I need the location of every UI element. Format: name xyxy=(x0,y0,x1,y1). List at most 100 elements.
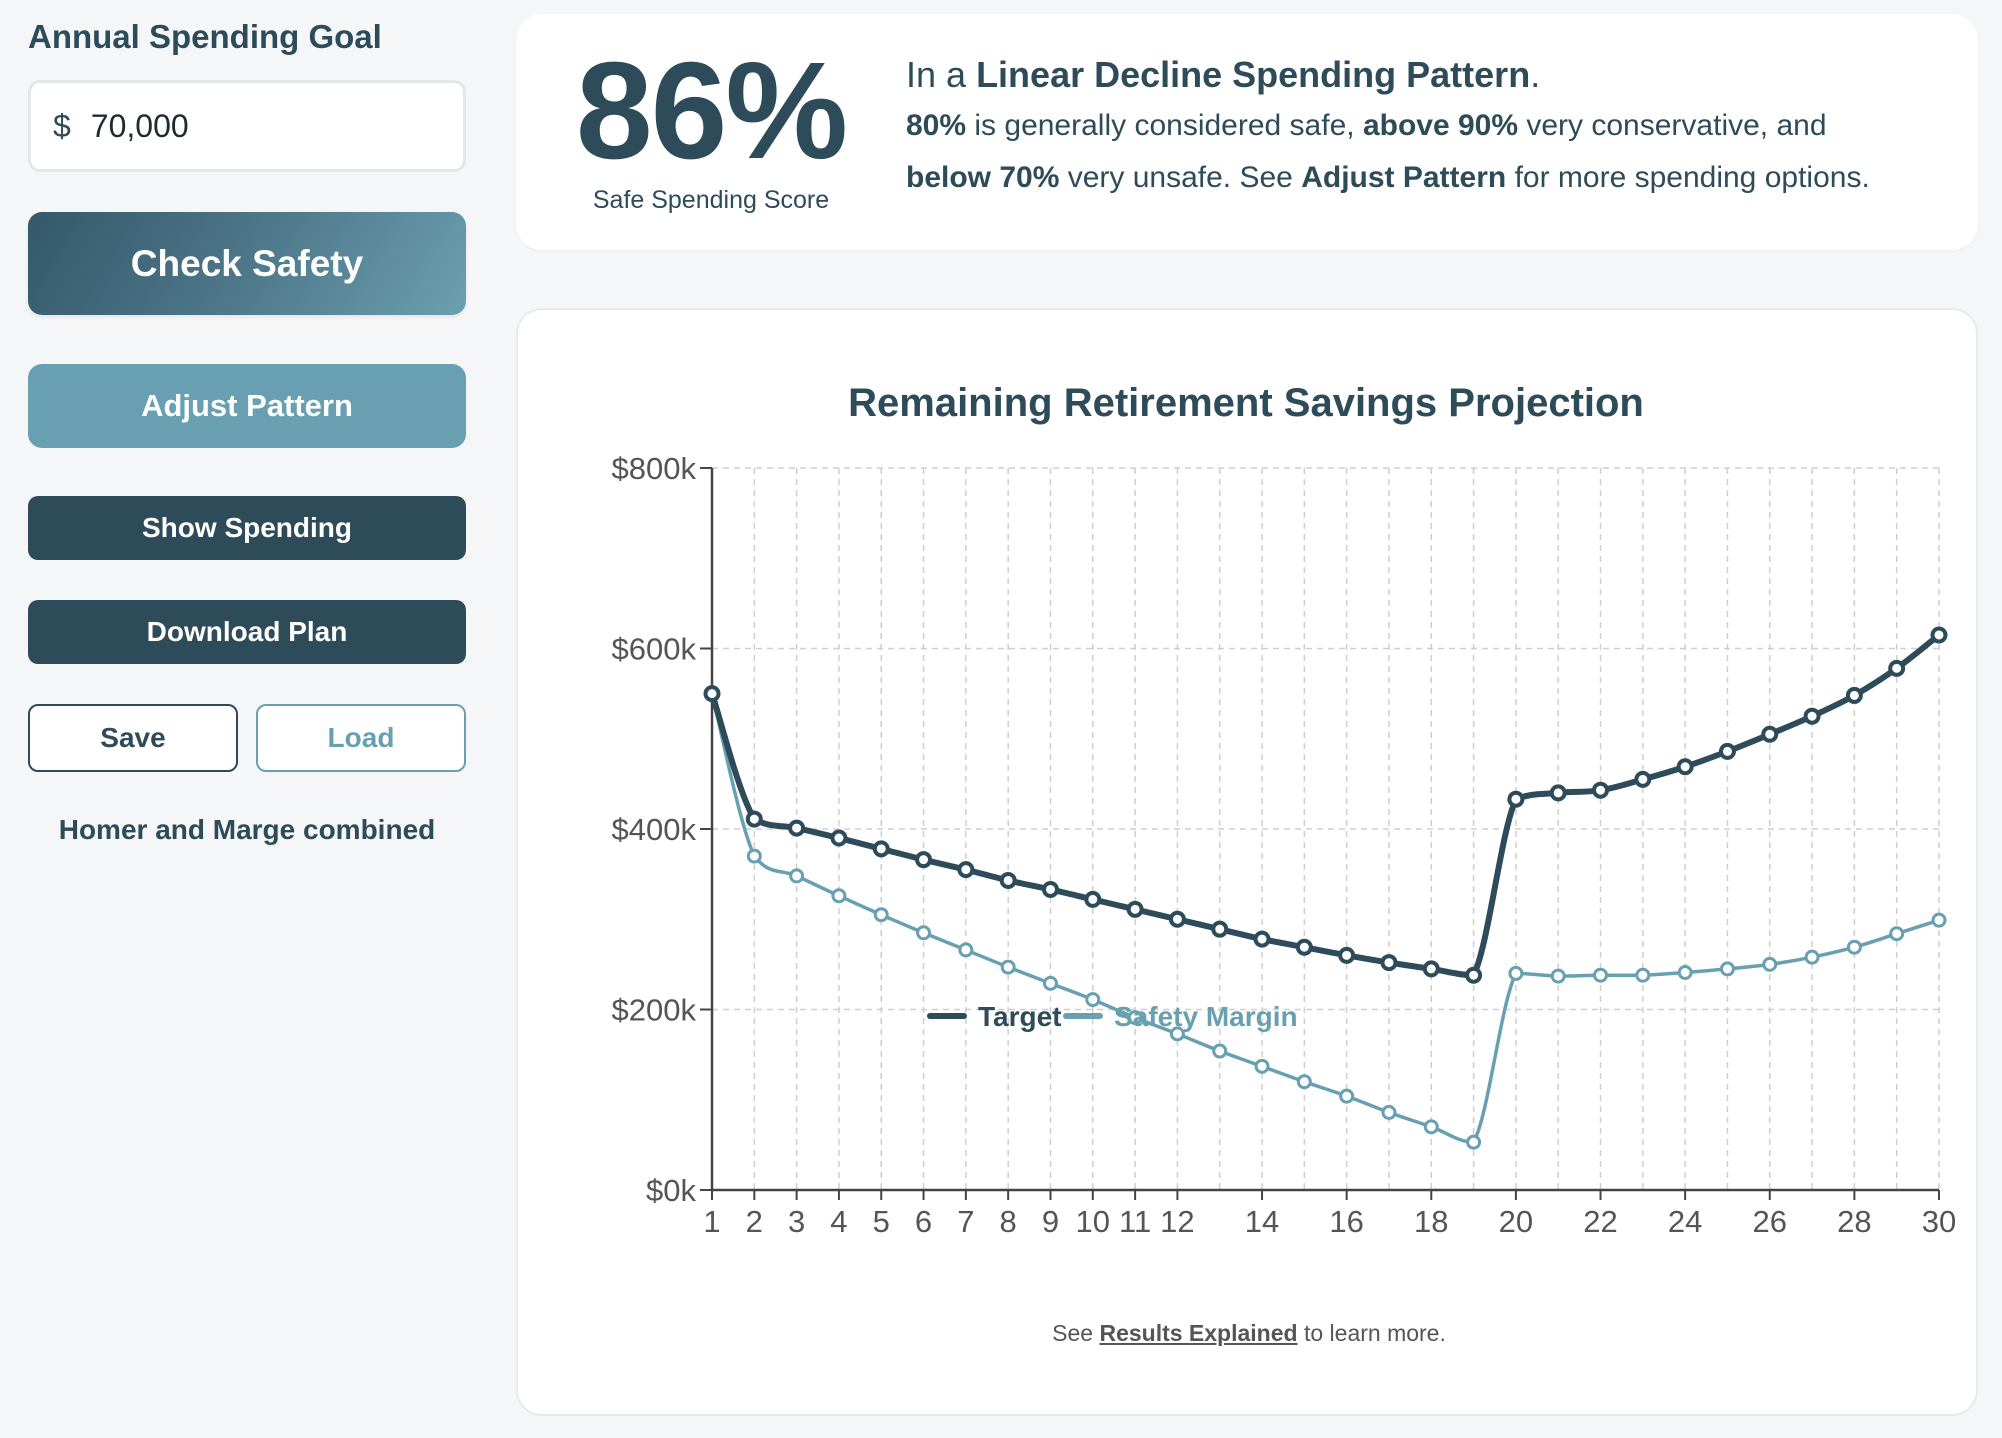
target-point xyxy=(1888,659,1906,677)
x-tick-label: 26 xyxy=(1753,1204,1787,1239)
profile-label: Homer and Marge combined xyxy=(58,814,436,845)
x-tick-label: 11 xyxy=(1119,1204,1151,1239)
safety-margin-point xyxy=(1846,939,1862,955)
target-point xyxy=(999,871,1017,889)
results-footnote: See Results Explained to learn more. xyxy=(518,1320,1980,1347)
safety-margin-point xyxy=(916,925,932,941)
safety-margin-point xyxy=(1042,975,1058,991)
pattern-line: In a Linear Decline Spending Pattern. xyxy=(906,50,1956,100)
footnote-suffix: to learn more. xyxy=(1297,1320,1446,1346)
target-point xyxy=(1676,758,1694,776)
target-point xyxy=(1295,938,1313,956)
target-point xyxy=(1845,686,1863,704)
safety-margin-point xyxy=(1127,1010,1143,1026)
safety-margin-point xyxy=(746,848,762,864)
results-explained-link[interactable]: Results Explained xyxy=(1099,1320,1298,1346)
safety-margin-point xyxy=(1508,965,1524,981)
target-point xyxy=(1507,790,1525,808)
safe-text: is generally considered safe, xyxy=(966,109,1363,142)
goal-label: Annual Spending Goal xyxy=(28,18,382,55)
pattern-name: Linear Decline Spending Pattern xyxy=(976,54,1531,95)
x-tick-label: 16 xyxy=(1329,1204,1363,1239)
show-spending-button[interactable]: Show Spending xyxy=(28,496,466,560)
target-point xyxy=(1592,781,1610,799)
chart-title: Remaining Retirement Savings Projection xyxy=(848,381,1644,425)
target-point xyxy=(1803,707,1821,725)
safety-margin-point xyxy=(1339,1088,1355,1104)
y-tick-label: $600k xyxy=(612,632,697,667)
unsafe-guidance-line: below 70% very unsafe. See Adjust Patter… xyxy=(906,152,1956,204)
safety-margin-point xyxy=(1085,992,1101,1008)
target-point xyxy=(915,851,933,869)
safety-margin-point xyxy=(831,888,847,904)
pattern-suffix: . xyxy=(1530,54,1541,95)
x-tick-label: 3 xyxy=(788,1204,805,1239)
safety-margin-point xyxy=(1635,967,1651,983)
x-tick-label: 2 xyxy=(746,1204,763,1239)
adjust-pattern-button[interactable]: Adjust Pattern xyxy=(28,364,466,448)
target-point xyxy=(1380,954,1398,972)
safety-margin-point xyxy=(1719,961,1735,977)
unsafe-threshold: below 70% xyxy=(906,161,1060,194)
target-point xyxy=(1253,930,1271,948)
safety-margin-point xyxy=(873,907,889,923)
x-tick-label: 30 xyxy=(1922,1204,1956,1239)
spending-goal-value[interactable]: 70,000 xyxy=(90,107,189,144)
x-tick-label: 20 xyxy=(1499,1204,1533,1239)
download-plan-button[interactable]: Download Plan xyxy=(28,600,466,664)
safety-margin-point xyxy=(1212,1043,1228,1059)
safety-margin-point xyxy=(1804,949,1820,965)
target-point xyxy=(788,819,806,837)
safety-margin-point xyxy=(958,942,974,958)
safety-margin-point xyxy=(1169,1026,1185,1042)
legend-safety-margin-label: Safety Margin xyxy=(1114,1001,1298,1032)
target-point xyxy=(745,810,763,828)
target-point xyxy=(1634,770,1652,788)
chart-series xyxy=(703,626,1948,1150)
pattern-prefix: In a xyxy=(906,54,977,95)
x-tick-label: 18 xyxy=(1414,1204,1448,1239)
save-button[interactable]: Save xyxy=(28,704,238,772)
target-point xyxy=(1549,784,1567,802)
legend-target-label: Target xyxy=(978,1001,1062,1032)
safety-margin-point xyxy=(1677,964,1693,980)
safe-spending-score: 86% xyxy=(575,34,848,188)
score-explanation: In a Linear Decline Spending Pattern. 80… xyxy=(906,50,1956,204)
safety-margin-line xyxy=(710,693,1940,1144)
x-tick-label: 4 xyxy=(830,1204,847,1239)
x-tick-label: 1 xyxy=(703,1204,720,1239)
options-text: for more spending options. xyxy=(1506,161,1870,194)
target-point xyxy=(1338,946,1356,964)
x-tick-label: 12 xyxy=(1160,1204,1194,1239)
savings-projection-chart: Remaining Retirement Savings Projection … xyxy=(612,381,1957,1239)
target-point xyxy=(872,840,890,858)
safety-guidance-line: 80% is generally considered safe, above … xyxy=(906,100,1956,152)
check-safety-button[interactable]: Check Safety xyxy=(28,212,466,315)
safety-margin-point xyxy=(1593,967,1609,983)
x-tick-label: 5 xyxy=(873,1204,890,1239)
target-point xyxy=(830,829,848,847)
load-button[interactable]: Load xyxy=(256,704,466,772)
x-tick-label: 6 xyxy=(915,1204,932,1239)
target-point xyxy=(1761,725,1779,743)
target-point xyxy=(1422,960,1440,978)
score-card: 86% Safe Spending Score In a Linear Decl… xyxy=(516,14,1978,250)
x-tick-label: 7 xyxy=(957,1204,974,1239)
spending-goal-input[interactable]: $ 70,000 xyxy=(28,80,466,172)
y-tick-label: $800k xyxy=(612,451,697,486)
y-tick-label: $0k xyxy=(646,1173,696,1208)
target-point xyxy=(1718,742,1736,760)
x-tick-label: 22 xyxy=(1583,1204,1617,1239)
safety-margin-point xyxy=(1296,1074,1312,1090)
safety-margin-point xyxy=(1889,926,1905,942)
currency-symbol: $ xyxy=(53,107,71,144)
chart-legend: Target Safety Margin xyxy=(927,1001,1298,1032)
target-point xyxy=(1126,900,1144,918)
safe-threshold: 80% xyxy=(906,109,967,142)
conservative-text: very conservative, and xyxy=(1518,109,1827,142)
adjust-pattern-reference: Adjust Pattern xyxy=(1301,161,1507,194)
x-tick-label: 28 xyxy=(1837,1204,1871,1239)
x-tick-label: 14 xyxy=(1245,1204,1279,1239)
safety-margin-point xyxy=(1254,1058,1270,1074)
safety-margin-point xyxy=(789,868,805,884)
